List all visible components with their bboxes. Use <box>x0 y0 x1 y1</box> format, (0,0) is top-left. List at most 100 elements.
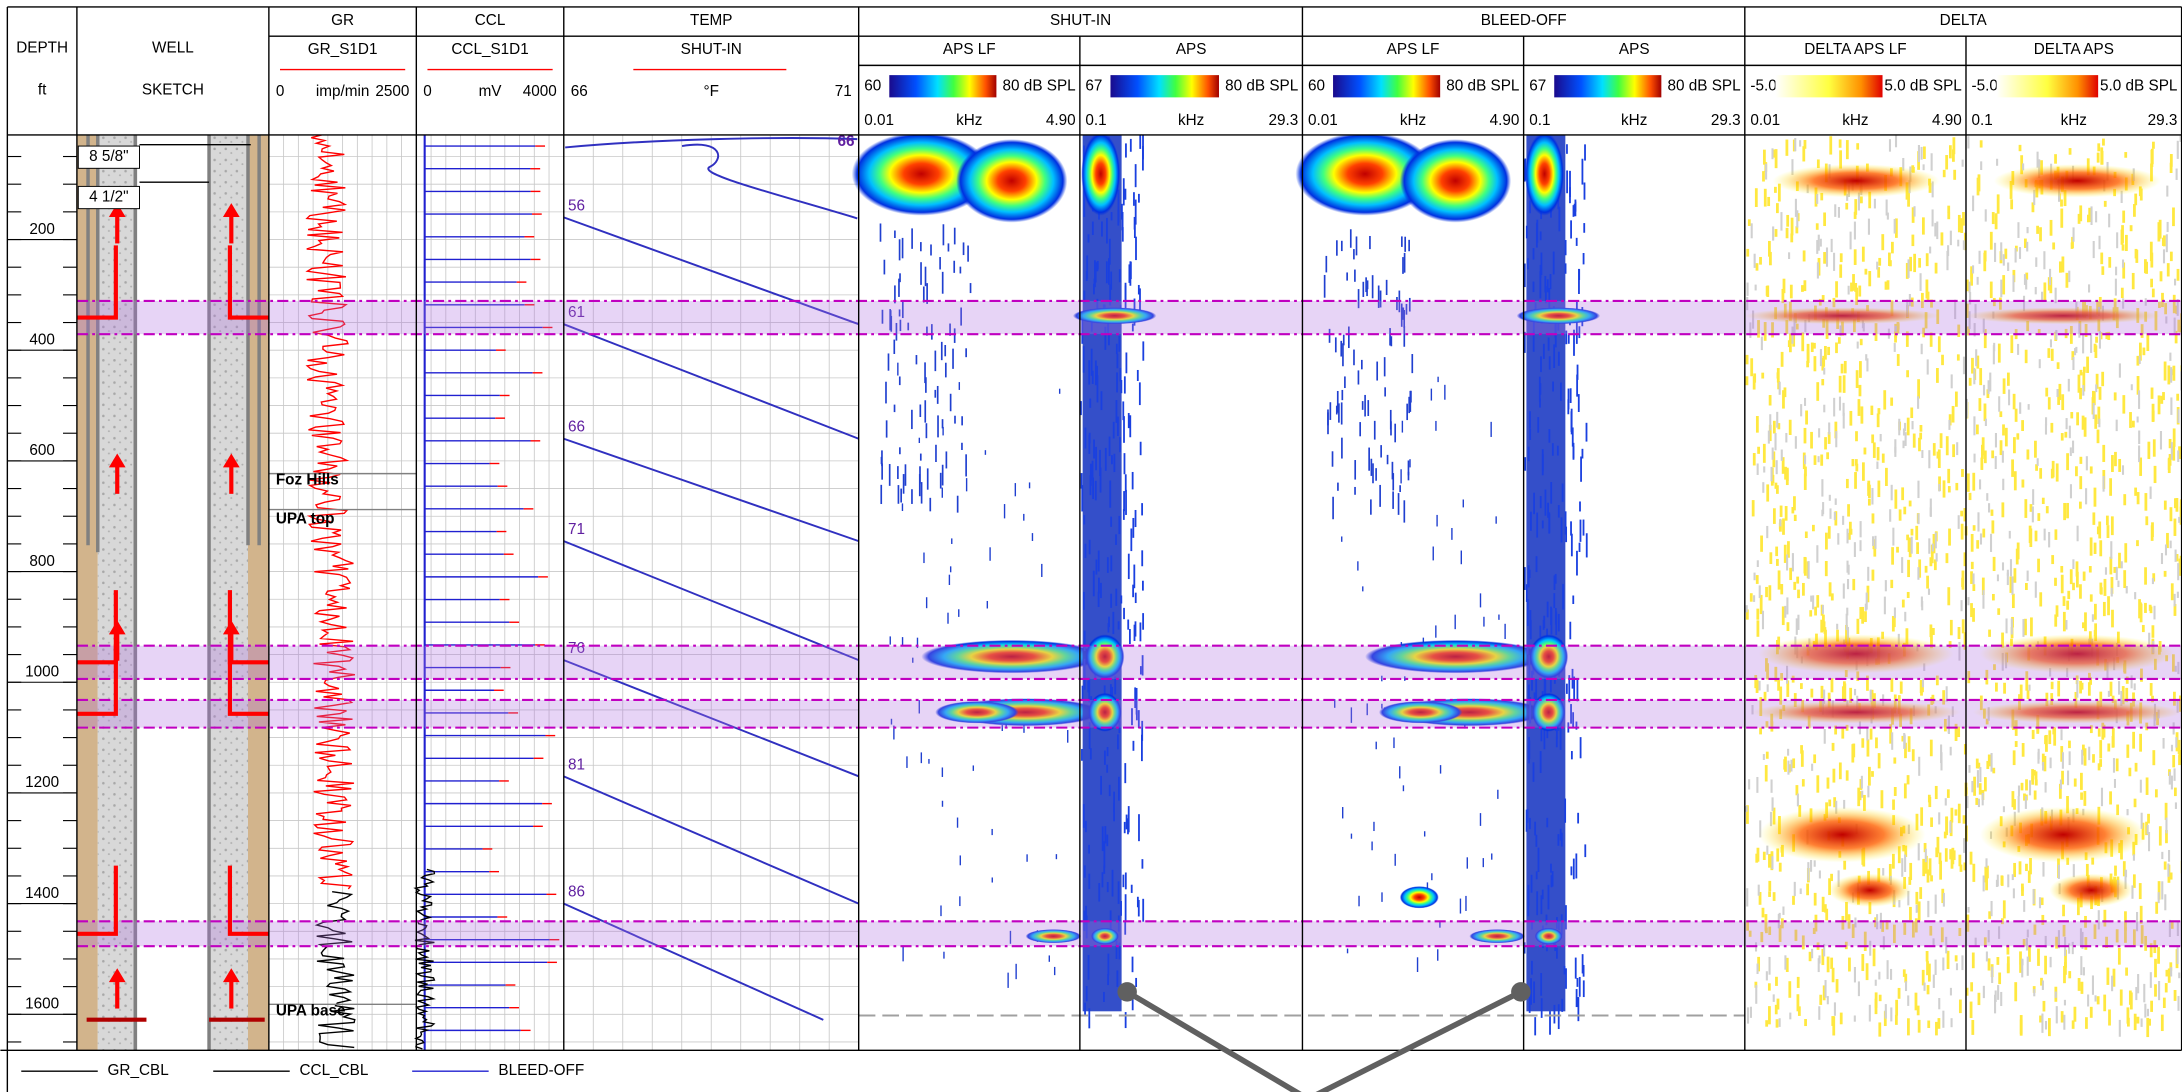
spectrum-noise <box>1991 966 1994 984</box>
spectrum-noise <box>1892 853 1895 869</box>
spectrum-noise <box>1960 510 1964 517</box>
spectrum-noise <box>2060 208 2064 228</box>
spectrum-noise <box>1935 675 1939 686</box>
spectrum-noise <box>1881 921 1885 932</box>
spectrum-noise <box>2012 393 2016 410</box>
spectrum-noise <box>2090 206 2093 226</box>
spectrum-noise <box>2004 248 2008 259</box>
spectrum-noise <box>1922 858 1926 877</box>
spectrum-noise <box>1092 477 1094 500</box>
spectrum-noise <box>2074 691 2078 709</box>
spectrum-noise <box>2023 900 2026 912</box>
spectrum-noise <box>1362 281 1365 297</box>
spectrum-blob <box>956 139 1068 223</box>
spectrum-noise <box>2177 563 2180 581</box>
spectrum-noise <box>1994 433 1997 448</box>
spectrum-noise <box>1782 278 1786 294</box>
spectrum-noise <box>1115 400 1118 423</box>
spectrum-noise <box>2157 892 2160 904</box>
spectrum-noise <box>2043 528 2046 541</box>
spectrum-noise <box>1407 460 1410 476</box>
header-text: APS LF <box>1387 41 1440 58</box>
spectrum-noise <box>2169 251 2173 262</box>
spectrum-noise <box>1874 992 1878 1008</box>
header-text: SKETCH <box>142 81 204 98</box>
spectrum-noise <box>1985 669 1989 685</box>
spectrum-noise <box>1821 896 1825 912</box>
spectrum-noise <box>2028 525 2032 544</box>
spectrum-noise <box>2140 324 2144 338</box>
spectrum-noise <box>2033 189 2036 206</box>
spectrum-noise <box>1763 188 1767 207</box>
spectrum-noise <box>1818 298 1822 306</box>
spectrum-noise <box>2034 581 2037 598</box>
spectrum-noise <box>2118 458 2122 472</box>
spectrum-noise <box>2099 740 2103 759</box>
spectrum-noise <box>1786 665 1789 684</box>
header-text: 80 dB SPL <box>1667 77 1740 94</box>
header-text: TEMP <box>690 12 733 29</box>
spectrum-noise <box>1577 394 1580 412</box>
spectrum-noise <box>1526 599 1529 626</box>
spectrum-noise <box>2018 694 2021 710</box>
spectrum-noise <box>1796 994 1800 1012</box>
spectrum-noise <box>1830 238 1833 253</box>
spectrum-noise <box>1918 559 1922 578</box>
spectrum-noise <box>1946 789 1950 798</box>
spectrum-noise <box>1525 226 1528 237</box>
spectrum-noise <box>1915 904 1918 913</box>
spectrum-noise <box>1958 999 1962 1014</box>
header-text: DELTA <box>1940 12 1988 29</box>
spectrum-noise <box>1958 854 1962 867</box>
spectrum-noise <box>2065 620 2068 630</box>
spectrum-noise <box>2081 749 2084 765</box>
spectrum-noise <box>1897 987 1901 999</box>
spectrum-noise <box>1821 605 1824 614</box>
spectrum-noise <box>1861 606 1865 624</box>
spectrum-noise <box>918 437 921 444</box>
spectrum-noise <box>1790 759 1793 772</box>
spectrum-noise <box>1400 469 1402 484</box>
spectrum-noise <box>2063 190 2067 207</box>
spectrum-noise <box>1129 261 1132 280</box>
spectrum-noise <box>1533 492 1535 515</box>
spectrum-noise <box>2068 971 2072 979</box>
spectrum-noise <box>1561 998 1564 1012</box>
spectrum-noise <box>1015 963 1017 980</box>
spectrum-noise <box>2150 252 2154 268</box>
spectrum-noise <box>1947 715 1950 734</box>
spectrum-noise <box>1909 906 1912 921</box>
spectrum-noise <box>1846 578 1850 590</box>
spectrum-noise <box>1854 459 1858 466</box>
spectrum-noise <box>1945 936 1948 954</box>
spectrum-noise <box>951 538 953 544</box>
spectrum-noise <box>1139 666 1142 675</box>
spectrum-noise <box>2060 565 2064 573</box>
spectrum-noise <box>1789 567 1793 581</box>
spectrum-noise <box>2003 682 2006 694</box>
spectrum-noise <box>1771 447 1774 460</box>
spectrum-noise <box>2079 456 2083 464</box>
spectrum-noise <box>2061 770 2064 785</box>
spectrum-noise <box>2025 779 2028 791</box>
spectrum-noise <box>1348 326 1350 349</box>
spectrum-noise <box>1407 471 1410 481</box>
spectrum-noise <box>2041 291 2044 303</box>
spectrum-noise <box>2105 936 2108 948</box>
spectrum-noise <box>1861 320 1864 329</box>
spectrum-noise <box>1989 372 1992 392</box>
spectrum-noise <box>1858 791 1862 801</box>
spectrum-noise <box>1877 753 1881 769</box>
spectrum-noise <box>1110 555 1113 572</box>
spectrum-noise <box>1891 547 1894 565</box>
spectrum-noise <box>1835 979 1839 993</box>
spectrum-noise <box>1865 592 1868 610</box>
spectrum-noise <box>2089 537 2093 556</box>
spectrum-noise <box>2162 737 2165 749</box>
spectrum-noise <box>1757 956 1761 972</box>
spectrum-noise <box>2055 1006 2058 1024</box>
spectrum-noise <box>2136 540 2139 547</box>
spectrum-noise <box>1376 361 1379 381</box>
spectrum-noise <box>1797 589 1800 599</box>
spectrum-noise <box>1946 950 1950 969</box>
